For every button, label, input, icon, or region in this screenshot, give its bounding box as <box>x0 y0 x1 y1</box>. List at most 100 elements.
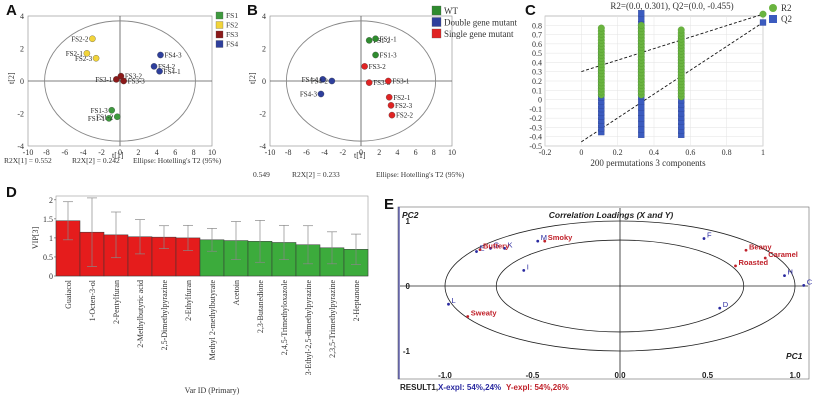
pA-xtick: 8 <box>192 148 196 157</box>
pD-category-label: Methyl 2-methylbutyrate <box>208 280 217 361</box>
pC-q2-point <box>638 98 645 105</box>
pB-point-label: FS4-3 <box>300 91 318 99</box>
pB-point <box>365 79 373 86</box>
pC-ytick: 0.4 <box>532 58 542 67</box>
pA-point <box>89 35 96 43</box>
pE-x-point <box>447 302 450 306</box>
pA-point <box>157 51 164 59</box>
pB-point-label: FS1-2 <box>373 37 391 45</box>
pC-ytick: 0.6 <box>532 40 542 49</box>
pB-point-label: FS4-1 <box>302 76 320 84</box>
pA-point <box>92 55 100 62</box>
pE-x-point-label: G <box>494 240 500 249</box>
pE-x-point <box>783 274 786 277</box>
pB-point <box>365 37 373 44</box>
panel-b-y-ticks: -4 -2 0 2 4 <box>259 12 266 151</box>
pA-legend-swatch <box>215 40 224 48</box>
pE-ytick: 0 <box>406 282 411 291</box>
pC-q2-point <box>638 15 645 22</box>
pB-ytick: 4 <box>262 12 266 21</box>
panel-a-grid <box>28 16 212 146</box>
pB-ytick: 2 <box>262 45 266 54</box>
pA-legend-swatch <box>215 11 224 20</box>
pE-y-point-label: Smoky <box>548 233 573 242</box>
pA-point <box>113 76 120 83</box>
pD-category-label: 2-Heptanone <box>352 280 361 322</box>
pE-x-point-label: E <box>480 244 485 253</box>
pA-point <box>150 63 158 70</box>
pC-xtick: 0.2 <box>613 148 623 157</box>
pD-ytick: 1 <box>49 234 53 243</box>
pA-ytick: -2 <box>17 110 24 119</box>
pC-q2-point <box>638 10 645 17</box>
pC-ytick: 0.8 <box>532 21 542 30</box>
pA-point-label: FS1-1 <box>88 115 106 123</box>
pA-point-label: FS2-2 <box>71 35 89 43</box>
pC-ytick: -0.3 <box>529 123 542 132</box>
pB-point <box>372 51 379 59</box>
panel-a-y-ticks: -4 -2 0 2 4 <box>17 12 24 151</box>
pA-legend-swatch <box>215 30 224 39</box>
pD-ytick: 2 <box>49 196 53 205</box>
pB-point <box>385 94 393 101</box>
pD-ytick: 0.5 <box>43 253 53 262</box>
pE-outer-ellipse <box>444 220 796 352</box>
pD-category-label: Guaiacol <box>64 279 73 309</box>
panel-e-frame <box>397 206 810 380</box>
pC-ytick: 0.3 <box>532 68 542 77</box>
pA-point-label: FS3-3 <box>128 78 146 86</box>
pC-regression-q2 <box>581 22 764 143</box>
pB-legend-swatch <box>431 28 442 39</box>
panel-e-x-ticks: -1.0 -0.5 0.0 0.5 1.0 <box>438 371 801 380</box>
pE-y-point-label: Beany <box>749 242 772 251</box>
pE-y-point <box>763 256 767 260</box>
pC-legend-label: Q2 <box>781 14 792 24</box>
pE-xtick: 1.0 <box>789 371 801 380</box>
pE-y-point <box>466 315 470 318</box>
pE-x-point <box>702 237 706 240</box>
pC-ytick: 0.1 <box>532 86 542 95</box>
pB-xtick: -6 <box>303 148 310 157</box>
pE-x-point <box>802 283 806 287</box>
pE-ytick: -1 <box>403 347 411 356</box>
pA-point-label: FS4-3 <box>164 52 182 60</box>
panel-a-label: A <box>6 2 17 19</box>
pB-xtick: 2 <box>377 148 381 157</box>
pB-point <box>385 77 392 85</box>
pA-xtick: -8 <box>43 148 50 157</box>
pC-q2-point <box>638 126 645 133</box>
pC-ytick: 0 <box>538 96 542 105</box>
pE-x-point <box>718 306 722 310</box>
pE-y-point <box>543 239 547 243</box>
pC-xtick: 0.6 <box>685 148 695 157</box>
pB-ytick: -2 <box>259 110 266 119</box>
panel-a-footer-3: Ellipse: Hotelling's T2 (95%) <box>133 156 222 165</box>
pB-legend-label: WT <box>444 6 458 16</box>
pB-xtick: 4 <box>395 148 399 157</box>
panel-a-x-ticks: -10 -8 -6 -4 -2 0 2 4 6 8 10 <box>23 148 216 157</box>
pD-category-label: 1-Octen-3-ol <box>88 279 97 321</box>
pC-legend-swatch <box>769 4 777 12</box>
pE-x-point <box>489 246 492 250</box>
pD-category-label: 2-Pentylfuran <box>112 280 121 324</box>
pE-x-point-label: H <box>788 268 793 277</box>
pC-ytick: 0.2 <box>532 77 542 86</box>
pB-xtick: 6 <box>414 148 418 157</box>
pB-legend-label: Double gene mutant <box>444 18 517 28</box>
pC-xtick: 0.4 <box>649 148 659 157</box>
pD-category-label: 3-Ethyl-2,5-dimethylpyrazine <box>304 280 313 376</box>
pE-y-point-label: Caramel <box>768 250 798 259</box>
pB-point <box>387 102 395 109</box>
panel-b-footer-1: 0.549 <box>253 170 270 179</box>
pA-ytick: 4 <box>20 12 24 21</box>
pA-xtick: 10 <box>208 148 216 157</box>
pA-xtick: -10 <box>23 148 34 157</box>
pE-xtick: 0.0 <box>614 371 626 380</box>
pA-ytick: 0 <box>20 77 24 86</box>
pE-x-point <box>475 250 478 253</box>
pE-xtick: -1.0 <box>438 371 452 380</box>
